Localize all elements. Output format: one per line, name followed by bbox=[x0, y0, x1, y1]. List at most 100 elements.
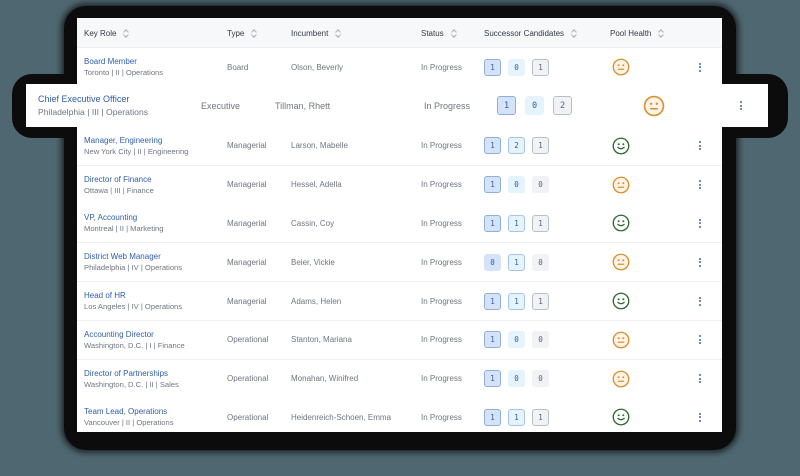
incumbent-name: Tillman, Rhett bbox=[275, 100, 331, 111]
candidate-count-badge[interactable]: 0 bbox=[525, 96, 544, 115]
kebab-menu-icon[interactable] bbox=[740, 101, 742, 110]
role-type: Operational bbox=[227, 412, 269, 422]
key-role-link[interactable]: Team Lead, Operations bbox=[84, 407, 168, 417]
key-role-details: New York City | II | Engineering bbox=[84, 146, 189, 156]
key-role-link[interactable]: Chief Executive Officer bbox=[38, 93, 130, 104]
key-role-link[interactable]: Accounting Director bbox=[84, 329, 154, 339]
sort-icon[interactable] bbox=[251, 29, 257, 38]
key-role-link[interactable]: VP, Accounting bbox=[84, 213, 138, 223]
sort-icon[interactable] bbox=[451, 29, 457, 38]
highlighted-table-row[interactable]: Chief Executive Officer Philadelphia | II… bbox=[26, 84, 768, 127]
candidate-count-badge[interactable]: 1 bbox=[532, 214, 549, 232]
key-role-link[interactable]: Manager, Engineering bbox=[84, 135, 163, 145]
key-role-link[interactable]: Director of Partnerships bbox=[84, 368, 169, 378]
candidate-count-badge[interactable]: 1 bbox=[508, 214, 525, 232]
table-row[interactable]: VP, Accounting Montreal | II | Marketing M… bbox=[77, 204, 722, 244]
sort-icon[interactable] bbox=[335, 29, 341, 38]
candidate-count-badge[interactable]: 0 bbox=[532, 331, 549, 349]
neutral-face-icon bbox=[612, 253, 630, 271]
status-text: In Progress bbox=[421, 180, 462, 190]
key-role-link[interactable]: District Web Manager bbox=[84, 252, 161, 262]
column-header-key-role[interactable]: Key Role bbox=[84, 18, 129, 48]
sort-icon[interactable] bbox=[658, 29, 664, 38]
role-type: Managerial bbox=[227, 141, 267, 151]
smiley-face-icon bbox=[612, 408, 630, 426]
table-row[interactable]: Director of Finance Ottawa | III | Financ… bbox=[77, 165, 722, 205]
incumbent-name: Stanton, Mariana bbox=[291, 335, 352, 345]
key-role-details: Philadelphia | IV | Operations bbox=[84, 263, 183, 273]
candidate-count-badge[interactable]: 0 bbox=[508, 176, 525, 194]
table-row[interactable]: Manager, Engineering New York City | II |… bbox=[77, 126, 722, 166]
candidate-count-badge[interactable]: 1 bbox=[484, 292, 501, 310]
kebab-menu-icon[interactable] bbox=[699, 296, 701, 306]
table-header: Key Role Type Incumbent Status Successor… bbox=[77, 18, 722, 48]
incumbent-name: Hessel, Adella bbox=[291, 180, 342, 190]
candidate-count-badge[interactable]: 1 bbox=[484, 214, 501, 232]
neutral-face-icon bbox=[612, 370, 630, 388]
table-row[interactable]: Accounting Director Washington, D.C. | I … bbox=[77, 320, 722, 360]
kebab-menu-icon[interactable] bbox=[699, 335, 701, 345]
candidate-count-badge[interactable]: 0 bbox=[484, 253, 501, 271]
candidate-count-badge[interactable]: 0 bbox=[532, 176, 549, 194]
key-role-details: Montreal | II | Marketing bbox=[84, 224, 164, 234]
candidate-count-badge[interactable]: 0 bbox=[532, 253, 549, 271]
key-role-details: Los Angeles | IV | Operations bbox=[84, 302, 183, 311]
candidate-count-badge[interactable]: 0 bbox=[532, 370, 549, 388]
kebab-menu-icon[interactable] bbox=[699, 374, 701, 384]
key-role-link[interactable]: Board Member bbox=[84, 57, 137, 66]
table-row[interactable]: Head of HR Los Angeles | IV | Operations M… bbox=[77, 282, 722, 321]
role-type: Managerial bbox=[227, 180, 267, 190]
role-type: Executive bbox=[201, 100, 241, 111]
kebab-menu-icon[interactable] bbox=[699, 218, 701, 228]
column-header-pool-health[interactable]: Pool Health bbox=[610, 18, 664, 48]
candidate-count-badge[interactable]: 0 bbox=[508, 370, 525, 388]
column-header-type[interactable]: Type bbox=[227, 18, 257, 48]
column-header-status[interactable]: Status bbox=[421, 18, 457, 48]
candidate-count-badge[interactable]: 2 bbox=[508, 137, 525, 155]
column-header-incumbent[interactable]: Incumbent bbox=[291, 18, 341, 48]
candidate-count-badge[interactable]: 1 bbox=[508, 408, 525, 426]
candidate-count-badge[interactable]: 1 bbox=[532, 292, 549, 310]
incumbent-name: Olson, Beverly bbox=[291, 62, 344, 72]
candidate-count-badge[interactable]: 1 bbox=[484, 137, 501, 155]
role-type: Operational bbox=[227, 374, 269, 384]
neutral-face-icon bbox=[612, 176, 630, 194]
incumbent-name: Adams, Helen bbox=[291, 296, 342, 306]
kebab-menu-icon[interactable] bbox=[699, 62, 701, 72]
key-role-link[interactable]: Head of HR bbox=[84, 291, 126, 300]
table-row[interactable]: Director of Partnerships Washington, D.C.… bbox=[77, 359, 722, 399]
column-label: Incumbent bbox=[291, 28, 329, 38]
column-label: Type bbox=[227, 28, 245, 38]
table-row[interactable]: Board Member Toronto | II | Operations Boa… bbox=[77, 48, 722, 87]
sort-icon[interactable] bbox=[571, 29, 577, 38]
candidate-count-badge[interactable]: 1 bbox=[508, 292, 525, 310]
sort-icon[interactable] bbox=[123, 29, 129, 38]
candidate-count-badge[interactable]: 1 bbox=[484, 370, 501, 388]
candidate-count-badge[interactable]: 1 bbox=[484, 331, 501, 349]
candidate-count-badge[interactable]: 1 bbox=[532, 408, 549, 426]
candidate-count-badge[interactable]: 1 bbox=[532, 137, 549, 155]
kebab-menu-icon[interactable] bbox=[699, 412, 701, 422]
candidate-count-badge[interactable]: 0 bbox=[508, 58, 525, 76]
status-text: In Progress bbox=[421, 141, 462, 151]
candidate-count-badge[interactable]: 1 bbox=[532, 58, 549, 76]
kebab-menu-icon[interactable] bbox=[699, 257, 701, 267]
kebab-menu-icon[interactable] bbox=[699, 141, 701, 151]
key-role-link[interactable]: Director of Finance bbox=[84, 174, 152, 184]
candidate-count-badge[interactable]: 2 bbox=[553, 96, 572, 115]
kebab-menu-icon[interactable] bbox=[699, 180, 701, 190]
candidate-count-badge[interactable]: 0 bbox=[508, 331, 525, 349]
candidate-count-badge[interactable]: 1 bbox=[497, 96, 516, 115]
candidate-count-badge[interactable]: 1 bbox=[508, 253, 525, 271]
table-row[interactable]: Team Lead, Operations Vancouver | II | Op… bbox=[77, 398, 722, 432]
column-header-successor-candidates[interactable]: Successor Candidates bbox=[484, 18, 577, 48]
candidate-count-badge[interactable]: 1 bbox=[484, 408, 501, 426]
candidate-count-badge[interactable]: 1 bbox=[484, 176, 501, 194]
candidate-count-badge[interactable]: 1 bbox=[484, 58, 501, 76]
table-row[interactable]: District Web Manager Philadelphia | IV | … bbox=[77, 243, 722, 283]
